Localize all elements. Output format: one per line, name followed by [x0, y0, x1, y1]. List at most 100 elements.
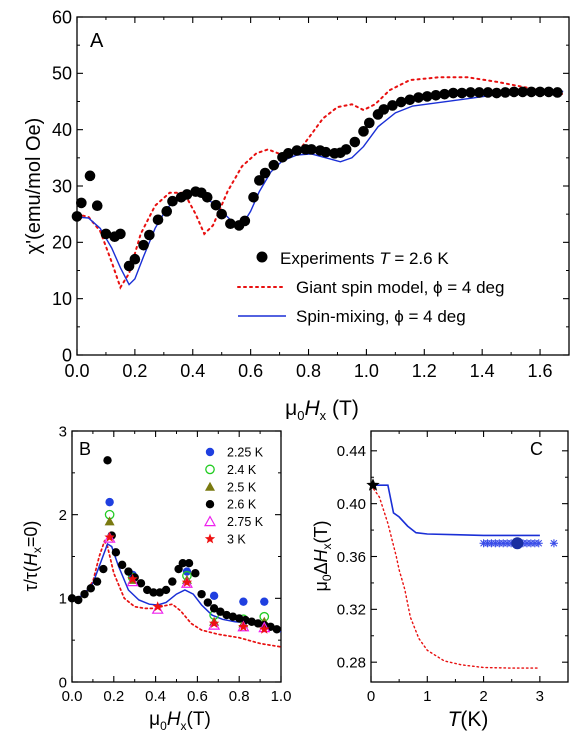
panel-b-legend-label: 2.75 K: [227, 515, 264, 529]
experiment-point: [239, 215, 251, 227]
experiment-point: [100, 228, 112, 240]
panel-b-ytick-label: 0: [59, 674, 67, 691]
experiment-point: [421, 91, 433, 102]
panel-a-ytick-label: 20: [52, 233, 72, 253]
experiment-point: [161, 206, 173, 217]
panel-label-b: B: [79, 439, 91, 459]
experiment-point: [152, 214, 164, 226]
panel-a-ytick-label: 0: [62, 345, 72, 365]
legend-marker-experiments: [256, 251, 268, 263]
experiment-point: [129, 253, 141, 265]
panel-b-point: [174, 564, 183, 574]
experiment-point: [76, 197, 87, 209]
panel-c-dotted-curve: [370, 484, 541, 669]
experiment-point: [254, 175, 265, 186]
panel-a-xtick-label: 0.8: [296, 361, 321, 381]
panel-b-ytick-label: 2: [59, 507, 67, 524]
panel-b-point: [92, 577, 102, 586]
spin-mixing-curve: [76, 90, 564, 286]
panel-b-point: [104, 531, 115, 542]
panel-b-point: [124, 567, 133, 576]
panel-b-ylabel: τ/τ(Hx=0): [21, 521, 44, 592]
panel-a-xtick-label: 1.0: [354, 361, 379, 381]
experiment-point: [465, 87, 476, 98]
panel-b-point: [161, 585, 171, 595]
panel-c-ytick-label: 0.32: [337, 602, 366, 619]
panel-a-ylabel: χ'(emu/mol Oe): [23, 118, 45, 255]
panel-b-point: [184, 558, 194, 568]
panel-a-ytick-label: 50: [52, 64, 72, 84]
experiment-point: [167, 195, 178, 207]
panel-c-star-stroke: [550, 539, 558, 547]
panel-a-xlabel: μ0Hx (T): [285, 397, 359, 423]
experiment-point: [364, 117, 375, 129]
panel-a-xtick-label: 1.6: [528, 361, 553, 381]
panel-c-ylabel: μ0ΔHx(T): [311, 520, 334, 591]
experiment-point: [306, 144, 317, 155]
panel-a-ytick-label: 60: [52, 7, 72, 27]
panel-a-ytick-label: 40: [52, 120, 72, 140]
experiment-point: [225, 218, 236, 230]
experiment-point: [181, 189, 193, 200]
panel-b-point: [86, 584, 96, 593]
panel-b-point: [272, 625, 282, 634]
experiment-point: [138, 239, 149, 251]
experiment-point: [248, 191, 259, 203]
panel-b-xtick-label: 0.8: [229, 688, 250, 705]
panel-b-point: [149, 588, 158, 597]
panel-b-legend-marker: [204, 533, 216, 544]
experiment-point: [552, 87, 563, 98]
panel-a-xtick-label: 1.4: [470, 361, 495, 381]
panel-a-ytick-label: 10: [52, 289, 72, 309]
experiment-point: [291, 145, 303, 156]
panel-b-ytick-label: 3: [59, 423, 67, 440]
panel-b-legend-marker: [203, 515, 217, 527]
panel-a-xtick-label: 0.4: [180, 361, 205, 381]
experiment-point: [473, 87, 485, 98]
panel-label-c: C: [530, 439, 543, 459]
experiment-point: [84, 170, 96, 182]
experiment-point: [91, 200, 103, 212]
panel-b-point: [136, 579, 146, 588]
panel-b-point: [127, 573, 138, 584]
experiment-point: [340, 144, 352, 155]
experiment-point: [456, 87, 468, 99]
panel-c-xtick-label: 2: [479, 688, 487, 705]
panel-b-ytick-label: 1: [59, 591, 67, 608]
experiment-point: [144, 229, 155, 241]
panel-c-star-point: [549, 539, 558, 548]
legend-mixing: Spin-mixing, ϕ = 4 deg: [296, 307, 466, 326]
experiment-point: [491, 87, 502, 99]
panel-c-star-stroke: [535, 539, 543, 547]
experiment-point: [447, 87, 459, 99]
panel-a-frame: [76, 16, 570, 356]
panel-a-ytick-label: 30: [52, 176, 72, 196]
experiment-point: [500, 87, 511, 98]
panel-a-xtick-label: 0.2: [122, 361, 147, 381]
panel-c-ytick-label: 0.40: [337, 496, 366, 513]
panel-b-point: [238, 621, 249, 632]
experiment-point: [358, 126, 369, 137]
panel-b-point: [117, 560, 127, 570]
panel-b-xlabel: μ0Hx(T): [149, 709, 211, 733]
experiment-point: [115, 228, 126, 240]
panel-b-point: [239, 597, 248, 606]
panel-b-point: [209, 591, 219, 601]
panel-b-point: [203, 598, 213, 607]
panel-a-xtick-label: 1.2: [412, 361, 437, 381]
panel-c-xtick-label: 1: [423, 688, 431, 705]
experiment-point: [430, 90, 442, 101]
panel-b-point: [260, 597, 269, 606]
experiment-point: [404, 94, 416, 106]
panel-c-xtick-label: 0: [367, 688, 375, 705]
panel-c-xtick-label: 3: [536, 688, 544, 705]
experiment-point: [320, 146, 332, 158]
panel-a: 0.0 0.2 0.4 0.6 0.8 1.0 1.2 1.4 1.6 0 10 20 30 40 50 60…: [23, 7, 570, 423]
panel-b-dotted-curve: [71, 539, 282, 648]
panel-b-legend-label: 3 K: [227, 533, 246, 547]
panel-b-point: [209, 604, 219, 613]
panel-label-a: A: [90, 30, 104, 52]
experiment-point: [439, 88, 450, 100]
panel-c-solid-curve: [371, 484, 540, 537]
